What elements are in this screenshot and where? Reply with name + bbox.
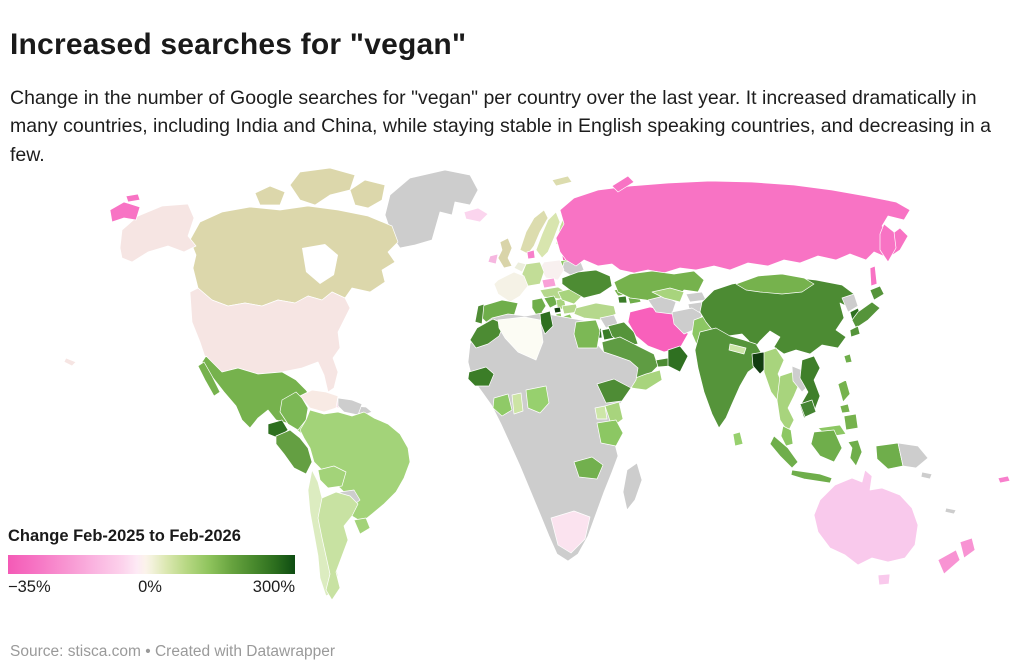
country-kenya[interactable]	[604, 401, 624, 428]
country-indonesia-kalimantan[interactable]	[810, 429, 843, 463]
country-argentina[interactable]	[317, 491, 359, 601]
country-portugal[interactable]	[474, 303, 485, 325]
country-nigeria[interactable]	[525, 385, 550, 414]
country-new-britain	[920, 471, 933, 480]
country-russia-novaya-zemlya[interactable]	[611, 175, 635, 193]
country-iraq[interactable]	[607, 321, 639, 347]
country-morocco[interactable]	[469, 318, 505, 349]
country-sweden[interactable]	[535, 211, 561, 259]
country-peru[interactable]	[275, 429, 313, 475]
country-canada-arctic[interactable]	[349, 179, 386, 209]
country-indonesia-sulawesi[interactable]	[847, 439, 863, 467]
country-tunisia[interactable]	[539, 310, 554, 335]
country-mongolia[interactable]	[735, 273, 815, 295]
country-tanzania[interactable]	[596, 419, 624, 447]
country-uganda[interactable]	[594, 405, 608, 420]
country-zambia[interactable]	[573, 456, 604, 480]
hudson-bay	[302, 244, 338, 284]
country-russia[interactable]	[555, 180, 911, 274]
country-yemen[interactable]	[629, 369, 663, 391]
country-kazakhstan[interactable]	[613, 270, 705, 305]
country-iceland[interactable]	[463, 207, 489, 223]
country-taiwan[interactable]	[843, 353, 853, 364]
country-czechia[interactable]	[541, 277, 557, 289]
country-uruguay[interactable]	[353, 517, 371, 535]
legend-title: Change Feb-2025 to Feb-2026	[8, 527, 241, 545]
country-papua-new-guinea	[897, 442, 929, 469]
country-canada[interactable]	[189, 205, 399, 307]
country-nepal[interactable]	[728, 343, 747, 355]
country-south-africa[interactable]	[550, 510, 591, 554]
country-poland[interactable]	[539, 259, 565, 281]
country-china[interactable]	[699, 276, 855, 355]
country-north-korea	[841, 293, 859, 313]
country-brazil[interactable]	[299, 409, 411, 523]
country-greenland	[384, 169, 479, 249]
country-algeria[interactable]	[497, 316, 544, 361]
country-philippines-mindanao[interactable]	[843, 413, 859, 431]
country-madagascar	[622, 462, 643, 511]
legend-ticks: −35% 0% 300%	[8, 578, 295, 602]
country-senegal[interactable]	[467, 366, 495, 387]
country-ethiopia[interactable]	[596, 378, 632, 404]
country-indonesia-sumatra[interactable]	[769, 435, 799, 469]
country-russia-kamchatka[interactable]	[879, 223, 897, 263]
country-egypt[interactable]	[573, 319, 601, 349]
country-japan-honshu[interactable]	[851, 301, 881, 329]
country-philippines-visayas[interactable]	[839, 403, 851, 414]
country-uk[interactable]	[497, 237, 513, 269]
country-oman[interactable]	[667, 345, 689, 373]
country-kyrgyzstan	[685, 291, 707, 303]
page-description: Change in the number of Google searches …	[10, 86, 992, 166]
country-armenia[interactable]	[617, 295, 628, 304]
legend-gradient	[8, 555, 295, 574]
legend-tick-min: −35%	[8, 578, 51, 596]
country-bolivia[interactable]	[317, 465, 347, 489]
country-canada-arctic[interactable]	[289, 167, 356, 206]
country-canada-arctic[interactable]	[254, 185, 286, 206]
country-germany[interactable]	[521, 261, 545, 287]
country-benelux[interactable]	[513, 261, 527, 273]
country-guyana-suriname	[337, 397, 363, 416]
country-alaska[interactable]	[119, 203, 197, 263]
country-hawaii[interactable]	[63, 357, 77, 367]
country-new-caledonia	[944, 507, 957, 515]
country-fiji[interactable]	[997, 475, 1011, 484]
country-denmark[interactable]	[526, 249, 536, 260]
source-attribution: Source: stisca.com • Created with Datawr…	[10, 643, 336, 660]
country-new-zealand-south[interactable]	[937, 549, 961, 575]
country-sri-lanka[interactable]	[732, 431, 744, 447]
country-africa-no-data	[467, 312, 639, 562]
country-montenegro[interactable]	[553, 306, 562, 314]
country-tasmania[interactable]	[877, 573, 891, 586]
country-cambodia[interactable]	[799, 399, 817, 418]
country-mexico-baja[interactable]	[197, 361, 221, 397]
legend-tick-max: 300%	[252, 578, 295, 596]
country-ukraine[interactable]	[561, 269, 613, 299]
page-title: Increased searches for "vegan"	[10, 28, 467, 62]
country-ivory-coast[interactable]	[492, 393, 513, 417]
country-venezuela[interactable]	[299, 389, 339, 413]
country-japan-kyushu[interactable]	[849, 325, 861, 338]
country-russia-sakhalin[interactable]	[869, 265, 878, 287]
country-svalbard[interactable]	[551, 175, 573, 187]
country-indonesia-papua[interactable]	[875, 442, 904, 470]
country-indonesia-java[interactable]	[790, 469, 833, 484]
legend-tick-mid: 0%	[138, 578, 162, 596]
country-uzbekistan[interactable]	[651, 287, 685, 303]
legend: Change Feb-2025 to Feb-2026 −35% 0% 300%	[8, 527, 298, 602]
country-france[interactable]	[493, 271, 529, 303]
country-ireland[interactable]	[487, 253, 499, 265]
country-japan-hokkaido[interactable]	[869, 285, 885, 301]
country-australia[interactable]	[813, 469, 919, 566]
country-russia-chukotka[interactable]	[109, 201, 141, 223]
country-new-zealand-north[interactable]	[959, 537, 976, 559]
country-ghana[interactable]	[511, 392, 524, 415]
country-india[interactable]	[694, 327, 763, 429]
country-malaysia[interactable]	[780, 425, 794, 447]
country-russia-chukotka[interactable]	[125, 193, 141, 203]
country-philippines-luzon[interactable]	[837, 379, 851, 403]
